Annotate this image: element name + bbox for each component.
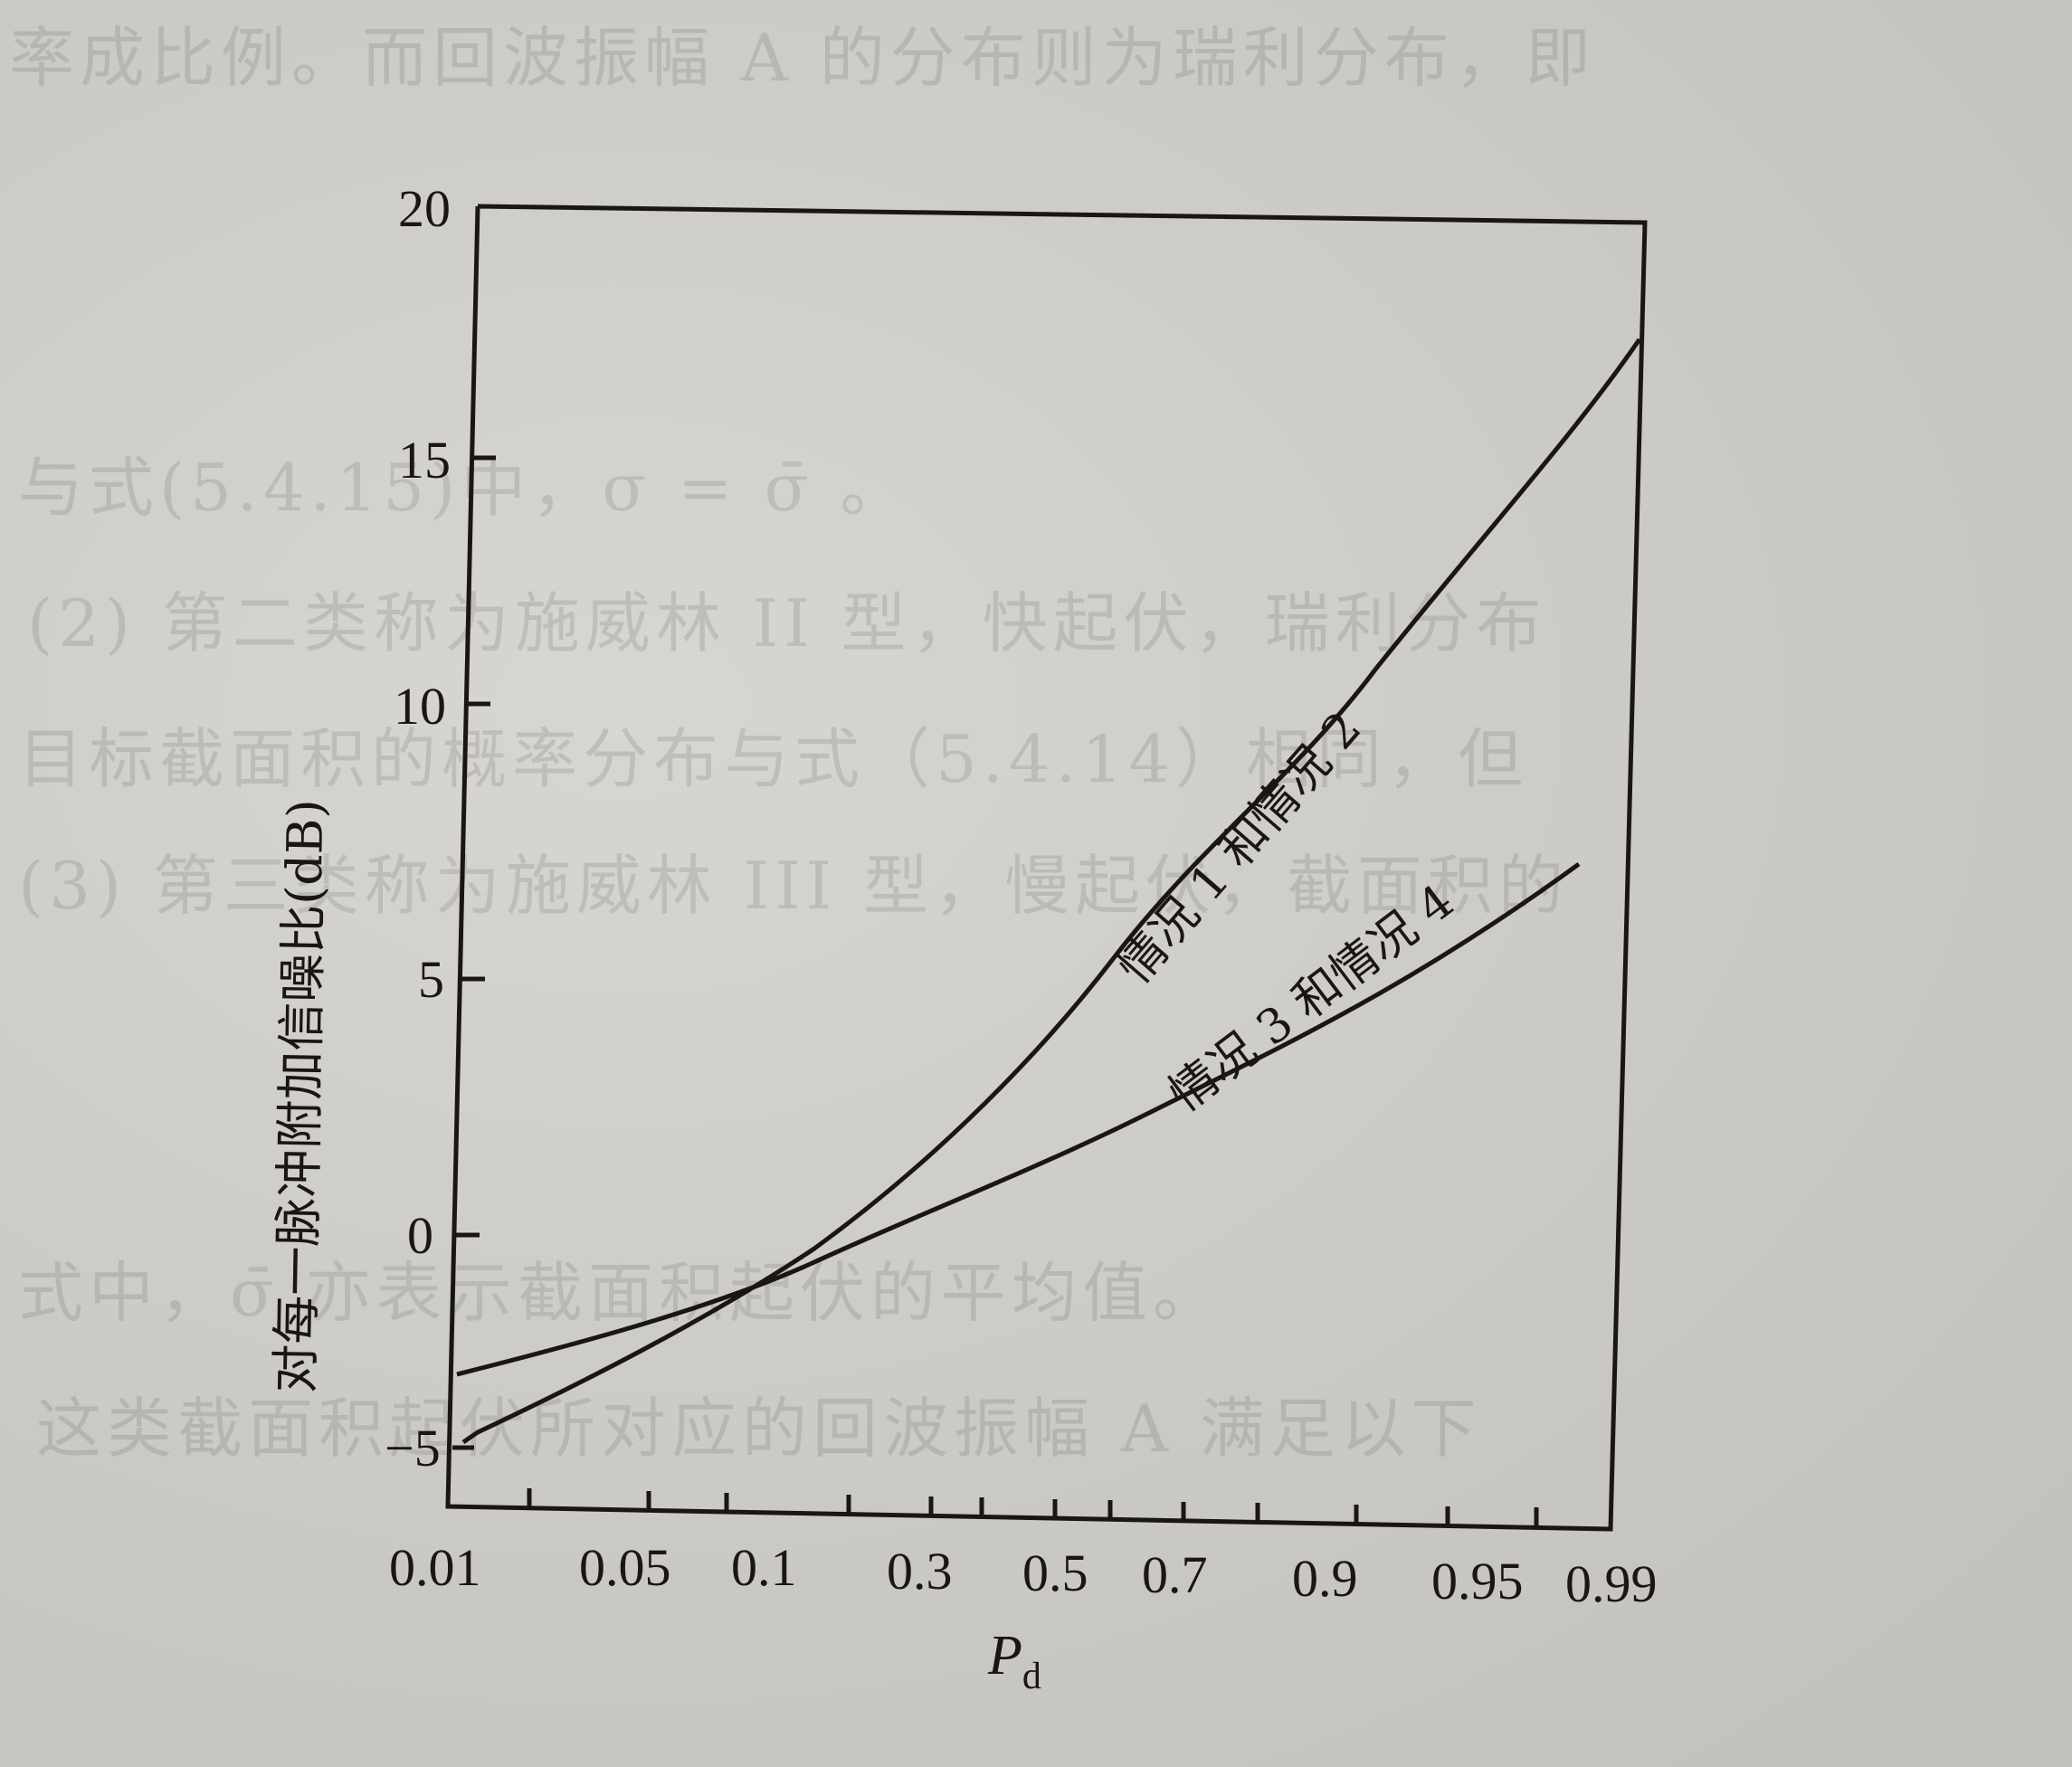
x-axis: 0.01 0.05 0.1 0.3 0.5 0.7 0.9 0.95 0.99	[389, 1488, 1658, 1613]
x-tick-label: 0.01	[389, 1538, 481, 1597]
x-tick-label: 0.5	[1022, 1544, 1088, 1602]
y-tick-label: 0	[407, 1206, 433, 1265]
x-tick-label: 0.1	[731, 1538, 797, 1597]
x-tick-label: 0.99	[1565, 1554, 1658, 1613]
y-tick-label: 10	[394, 677, 446, 736]
bleed-through-text-7: 这类截面积起伏所对应的回波振幅 A 满足以下	[36, 1391, 1482, 1467]
y-axis: 20 15 10 5 0 −5	[385, 179, 496, 1477]
series-case3-case4-curve	[456, 861, 1581, 1377]
y-tick-label: −5	[385, 1419, 441, 1477]
x-tick-label: 0.05	[579, 1538, 671, 1597]
bleed-through-text-5: (3) 第三类称为施威林 III 型，慢起伏，截面积的	[18, 848, 1569, 924]
x-axis-label: Pd	[987, 1625, 1041, 1697]
series-case1-case2-curve	[461, 337, 1642, 1445]
x-tick-label: 0.95	[1431, 1552, 1524, 1610]
x-tick-label: 0.7	[1142, 1545, 1208, 1604]
y-tick-label: 20	[398, 179, 451, 238]
bleed-through-text-1: 率成比例。而回波振幅 A 的分布则为瑞利分布，即	[9, 20, 1596, 96]
x-tick-label: 0.9	[1292, 1549, 1358, 1608]
x-tick-label: 0.3	[887, 1542, 953, 1601]
y-axis-label: 对每一脉冲附加信噪比(dB)	[267, 799, 334, 1393]
y-tick-label: 15	[398, 431, 451, 489]
plot-frame	[445, 204, 1648, 1532]
y-tick-label: 5	[418, 950, 444, 1009]
bleed-through-text-6: 式中，σ̄ 亦表示截面积起伏的平均值。	[18, 1255, 1224, 1331]
bleed-through-text-3: (2) 第二类称为施威林 II 型，快起伏，瑞利分布	[27, 585, 1547, 661]
bleed-through-text-2: 与式(5.4.15)中，σ = σ̄ 。	[18, 450, 911, 526]
